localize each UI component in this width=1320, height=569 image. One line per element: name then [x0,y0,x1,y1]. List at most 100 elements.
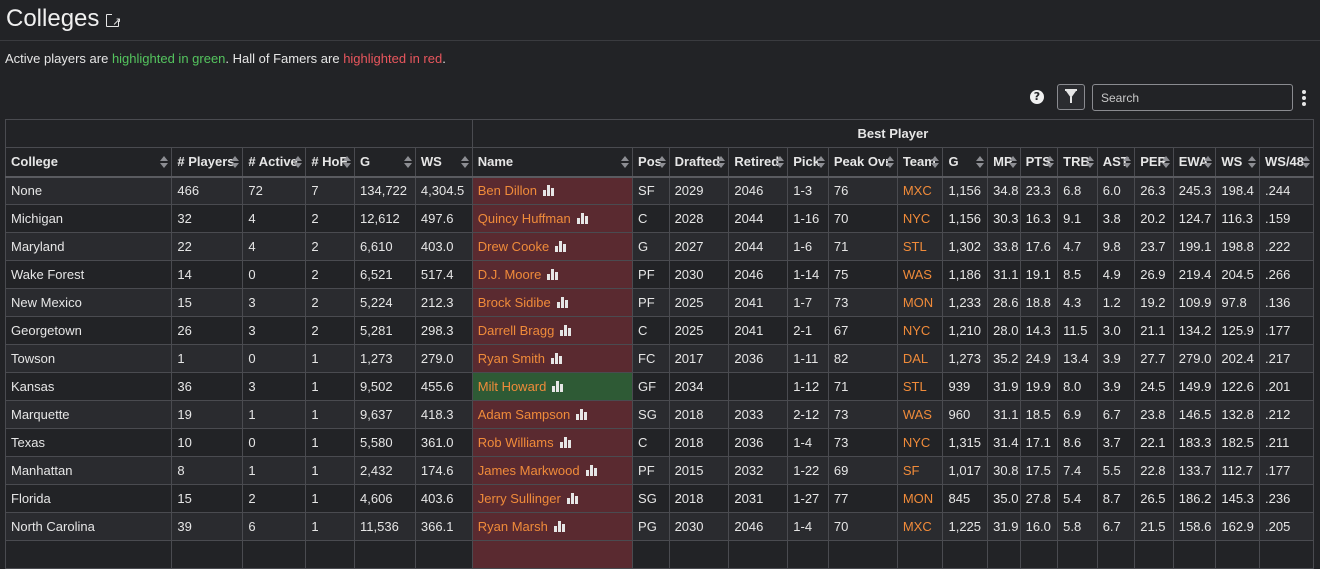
cell-pick: 1-6 [787,232,829,261]
cell-player-ws: 182.5 [1215,428,1260,457]
column-header-college[interactable]: College [4,147,173,178]
bar-chart-icon[interactable] [553,521,566,532]
bar-chart-icon[interactable] [543,185,555,197]
table-row: Maryland 22 4 2 6,610 403.0 Drew Cooke G 2027 204… [4,232,1314,261]
cell-games: 134,722 [354,176,416,205]
cell-ws: 366.1 [414,512,473,541]
column-header-pts[interactable]: PTS [1019,147,1059,178]
bar-chart-icon[interactable] [552,381,564,392]
player-link[interactable]: Quincy Huffman [477,211,571,226]
team-link[interactable]: STL [902,239,927,254]
bar-chart-icon[interactable] [560,325,572,336]
column-header-pick[interactable]: Pick [787,147,829,178]
team-link[interactable]: WAS [902,407,932,422]
colleges-table: Best Player College # Players # Active # Ho… [4,119,1315,569]
player-link[interactable]: Adam Sampson [477,407,571,422]
column-header-active[interactable]: # Active [242,147,307,178]
team-link[interactable]: NYC [902,323,931,338]
cell-retired: 2044 [728,204,789,233]
external-link-icon[interactable] [106,8,121,36]
cell-hof: 2 [305,316,356,345]
cell-player-ws: 97.8 [1215,288,1260,317]
team-link[interactable]: WAS [902,267,932,282]
cell-pick: 1-12 [787,372,829,401]
player-link[interactable]: Drew Cooke [477,239,550,254]
bar-chart-icon[interactable] [556,297,569,308]
help-icon[interactable]: ? [1030,90,1044,104]
column-header-pos[interactable]: Pos [632,147,670,178]
player-link[interactable]: Milt Howard [477,379,547,394]
player-link[interactable]: Ryan Marsh [477,519,548,534]
player-link[interactable]: James Markwood [477,463,580,478]
column-header-label: MP [993,154,1013,170]
team-link[interactable]: MXC [902,183,932,199]
player-link[interactable]: Ben Dillon [477,183,537,199]
team-link[interactable]: NYC [902,435,931,450]
team-link[interactable]: MON [902,491,934,506]
cell-mp: 31.9 [987,512,1021,541]
cell-college: Towson [4,344,173,373]
bar-chart-icon[interactable] [576,409,588,420]
cell-ewa: 245.3 [1172,176,1217,205]
cell-players: 39 [171,512,244,541]
column-header-ws48[interactable]: WS/48 [1259,147,1314,178]
column-header-hof[interactable]: # HoF [305,147,356,178]
cell-team: STL [896,372,944,401]
cell-drafted: 2025 [668,288,730,317]
bar-chart-icon[interactable] [566,493,579,504]
column-header-trb[interactable]: TRB [1057,147,1098,178]
column-header-label: Pos [638,154,662,170]
cell-drafted: 2015 [668,456,730,485]
team-link[interactable]: MON [902,295,934,310]
column-header-peak-ovr[interactable]: Peak Ovr [827,147,898,178]
player-link[interactable]: Brock Sidibe [477,295,551,310]
player-link[interactable]: Darrell Bragg [477,323,555,338]
bar-chart-icon[interactable] [585,465,598,476]
team-link[interactable]: MXC [902,519,932,534]
column-header-retired[interactable]: Retired [728,147,789,178]
column-header-ws[interactable]: WS [414,147,473,178]
column-header-players[interactable]: # Players [171,147,244,178]
cell-active: 3 [242,288,307,317]
cell-pts: 24.9 [1019,344,1059,373]
column-header-team[interactable]: Team [896,147,944,178]
team-link[interactable]: DAL [902,351,929,366]
cell-ewa: 149.9 [1172,372,1217,401]
player-link[interactable]: D.J. Moore [477,267,542,282]
more-options-icon[interactable] [1302,90,1306,106]
team-link[interactable]: STL [902,379,927,394]
cell-peak-ovr: 71 [827,372,898,401]
column-header-games[interactable]: G [354,147,416,178]
column-header-mp[interactable]: MP [987,147,1021,178]
column-header-ewa[interactable]: EWA [1172,147,1217,178]
player-link[interactable]: Jerry Sullinger [477,491,561,506]
cell-mp: 35.2 [987,344,1021,373]
player-link[interactable]: Ryan Smith [477,351,545,366]
column-header-ast[interactable]: AST [1096,147,1136,178]
cell-games: 6,610 [354,232,416,261]
bar-chart-icon[interactable] [547,269,559,280]
column-header-drafted[interactable]: Drafted [668,147,730,178]
bar-chart-icon[interactable] [559,437,572,448]
column-header-player-ws[interactable]: WS [1215,147,1260,178]
column-header-per[interactable]: PER [1134,147,1174,178]
description: Active players are highlighted in green.… [5,51,446,66]
cell-mp: 34.8 [987,176,1021,205]
player-link[interactable]: Rob Williams [477,435,554,450]
team-link[interactable]: SF [902,463,920,478]
cell-ewa: 158.6 [1172,512,1217,541]
bar-chart-icon[interactable] [576,213,589,224]
bar-chart-icon[interactable] [555,241,567,252]
cell-ast: 5.5 [1096,456,1136,485]
filter-button[interactable] [1057,84,1085,110]
cell-trb: 4.3 [1057,288,1098,317]
column-header-player-games[interactable]: G [942,147,989,178]
search-input[interactable] [1092,84,1293,111]
cell-player-ws: 145.3 [1215,484,1260,513]
cell-trb: 5.8 [1057,512,1098,541]
column-header-name[interactable]: Name [471,147,634,178]
bar-chart-icon[interactable] [550,353,563,364]
team-link[interactable]: NYC [902,211,931,226]
cell-players: 22 [171,232,244,261]
sort-icon [460,156,469,168]
